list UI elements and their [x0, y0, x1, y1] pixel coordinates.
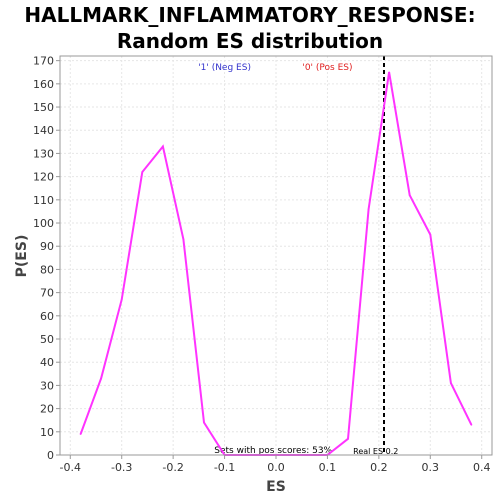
y-tick-label: 10 [40, 426, 54, 439]
data-point [388, 71, 390, 74]
axis-layer: 0 10 20 30 40 50 60 70 80 90 100 110 120 130 140 150 160… [33, 55, 490, 474]
real-es-annotation: Real ES 0.2 [353, 447, 398, 456]
x-tick-label: 0.2 [370, 461, 388, 474]
grid-layer [60, 56, 492, 456]
x-tick-label: -0.3 [111, 461, 132, 474]
y-tick-label: 140 [33, 124, 54, 137]
x-tick-label: 0.1 [319, 461, 337, 474]
chart-title-line-2: Random ES distribution [116, 29, 384, 53]
y-tick-label: 160 [33, 78, 54, 91]
x-tick-label: -0.4 [60, 461, 81, 474]
chart-title: HALLMARK_INFLAMMATORY_RESPONSE: Random E… [0, 2, 500, 54]
plot-area-frame [59, 55, 493, 456]
x-tick-label: 0.3 [422, 461, 440, 474]
x-axis-label: ES [266, 479, 286, 495]
data-point [141, 171, 144, 173]
data-point [120, 298, 123, 301]
data-point [470, 424, 473, 426]
y-tick-label: 0 [47, 449, 54, 462]
data-point [79, 433, 82, 435]
y-tick-label: 130 [33, 147, 54, 160]
y-axis-label: P(ES) [14, 235, 30, 278]
y-tick-label: 100 [33, 217, 54, 230]
y-tick-label: 170 [33, 55, 54, 68]
data-point [429, 233, 432, 236]
x-tick-label: 0.4 [473, 461, 491, 474]
y-tick-label: 20 [40, 403, 54, 416]
data-point [100, 377, 102, 380]
y-tick-label: 90 [40, 240, 54, 253]
chart-title-line-1: HALLMARK_INFLAMMATORY_RESPONSE: [24, 3, 476, 27]
x-tick-label: 0.0 [267, 461, 285, 474]
x-tick-label: -0.1 [214, 461, 235, 474]
y-tick-label: 60 [40, 310, 54, 323]
data-point [408, 194, 411, 196]
pos-scores-annotation: Sets with pos scores: 53% [214, 446, 332, 456]
y-tick-label: 80 [40, 263, 54, 276]
data-point [367, 208, 370, 210]
y-tick-label: 40 [40, 356, 54, 369]
neg-es-label: '1' (Neg ES) [198, 63, 251, 73]
data-point [182, 238, 185, 241]
y-tick-label: 50 [40, 333, 54, 346]
x-tick-label: -0.2 [162, 461, 183, 474]
pos-es-label: '0' (Pos ES) [302, 63, 352, 73]
y-tick-label: 150 [33, 101, 54, 114]
y-tick-label: 70 [40, 287, 54, 300]
y-tick-label: 120 [33, 171, 54, 184]
y-tick-label: 30 [40, 379, 54, 392]
data-point [450, 382, 452, 384]
data-point [203, 421, 205, 424]
data-point [162, 145, 164, 148]
data-point [347, 437, 349, 440]
annotation-layer: '1' (Neg ES) '0' (Pos ES) Sets with pos sc… [198, 56, 398, 456]
y-tick-label: 110 [33, 194, 54, 207]
